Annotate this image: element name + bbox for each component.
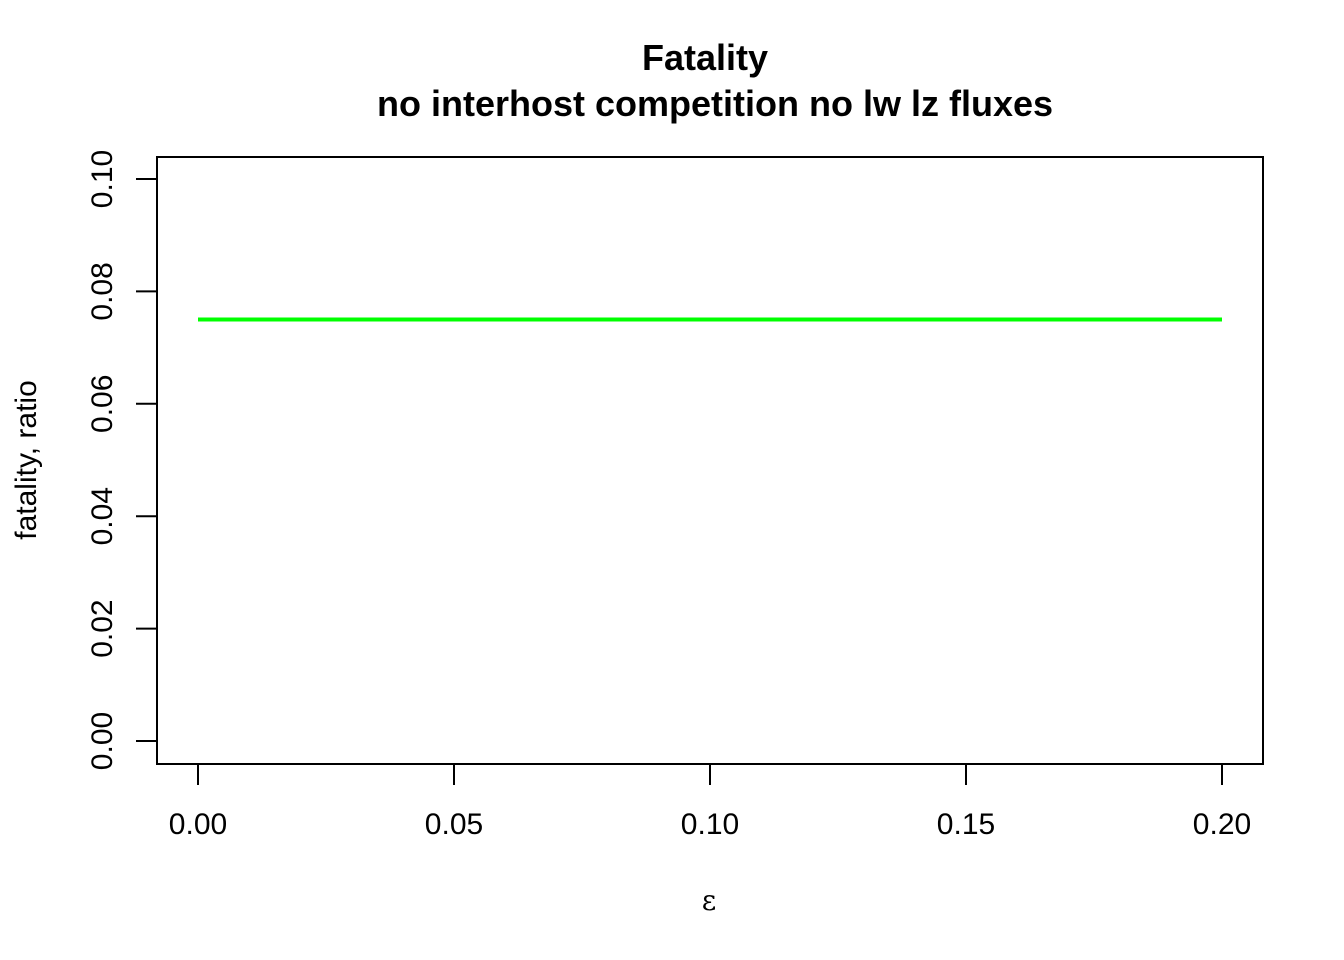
y-axis: 0.00 0.02 0.04 0.06 0.08 0.10: [86, 150, 158, 770]
y-axis-label: fatality, ratio: [10, 380, 43, 540]
x-tick-label: 0.00: [169, 808, 227, 841]
x-tick-label: 0.15: [937, 808, 995, 841]
y-tick-label: 0.08: [86, 262, 119, 320]
y-tick-label: 0.00: [86, 712, 119, 770]
plot-frame: [156, 156, 1264, 765]
chart-title: Fatality: [642, 37, 768, 78]
x-tick-label: 0.20: [1193, 808, 1251, 841]
y-tick-label: 0.02: [86, 599, 119, 657]
x-tick-label: 0.10: [681, 808, 739, 841]
x-tick-label: 0.05: [425, 808, 483, 841]
x-axis: 0.00 0.05 0.10 0.15 0.20: [169, 763, 1251, 841]
x-axis-label: ε: [702, 884, 717, 917]
y-tick-label: 0.06: [86, 375, 119, 433]
y-tick-label: 0.10: [86, 150, 119, 208]
y-tick-label: 0.04: [86, 487, 119, 545]
chart-subtitle: no interhost competition no lw lz fluxes: [377, 83, 1053, 124]
